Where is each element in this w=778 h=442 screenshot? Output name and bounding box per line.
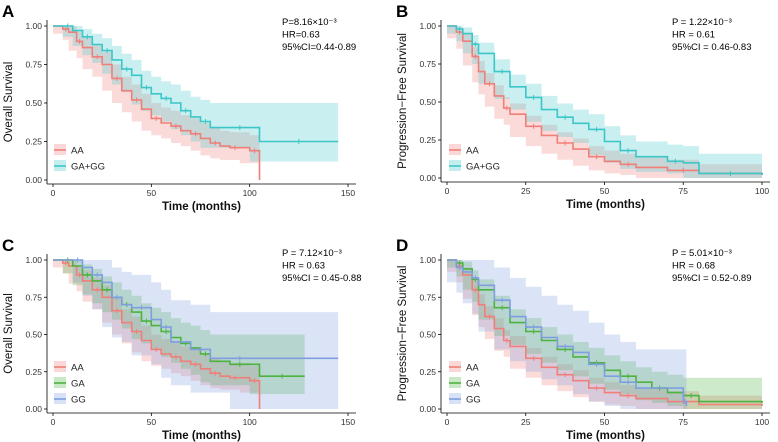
ci-band-ga-gg bbox=[53, 26, 339, 162]
x-tick-label: 50 bbox=[600, 417, 610, 427]
x-tick-label: 0 bbox=[445, 417, 450, 427]
y-tick-label: 0.25 bbox=[25, 137, 42, 147]
y-tick-label: 1.00 bbox=[25, 21, 42, 31]
x-tick-label: 100 bbox=[243, 188, 257, 198]
y-tick-label: 1.00 bbox=[419, 21, 436, 31]
y-tick-label: 0.00 bbox=[25, 175, 42, 185]
survival-line-aa bbox=[53, 259, 261, 409]
legend-label: AA bbox=[466, 146, 479, 157]
panel-a: A 0.00 0.25 0.50 0.75 1.00 0 50 100 150 Time (mont… bbox=[2, 2, 356, 213]
y-tick-label: 0.00 bbox=[419, 404, 436, 414]
ci-band-ga bbox=[447, 260, 762, 409]
x-tick-label: 25 bbox=[521, 186, 531, 196]
panel-label: B bbox=[396, 2, 408, 21]
y-axis-label: Overall Survival bbox=[3, 293, 15, 374]
stat-line: P = 1.22×10⁻³ bbox=[672, 17, 732, 28]
x-axis-label: Time (months) bbox=[162, 201, 241, 213]
panel-label: D bbox=[396, 236, 408, 255]
legend-label: AA bbox=[71, 146, 84, 157]
x-axis-label: Time (months) bbox=[566, 199, 645, 211]
legend-label: AA bbox=[466, 363, 479, 374]
ci-band-ga bbox=[53, 260, 305, 395]
stat-line: HR = 0.61 bbox=[672, 30, 715, 41]
panel-d: D 0.00 0.25 0.50 0.75 1.00 0 25 50 75 100 Time (mon… bbox=[396, 236, 770, 442]
y-tick-label: 0.50 bbox=[419, 330, 436, 340]
legend-label: GA+GG bbox=[71, 162, 105, 173]
x-tick-label: 75 bbox=[679, 417, 689, 427]
y-tick-label: 1.00 bbox=[25, 255, 42, 265]
x-axis-label: Time (months) bbox=[162, 430, 241, 442]
y-tick-label: 0.75 bbox=[25, 60, 42, 70]
x-tick-label: 0 bbox=[51, 417, 56, 427]
y-tick-label: 0.50 bbox=[25, 98, 42, 108]
survival-line-ga bbox=[53, 259, 305, 377]
panel-b: B 0.00 0.25 0.50 0.75 1.00 0 25 50 75 100 Time (mon… bbox=[396, 2, 770, 211]
survival-line-gg bbox=[447, 259, 688, 406]
x-tick-label: 50 bbox=[147, 417, 157, 427]
legend-label: AA bbox=[71, 363, 84, 374]
y-tick-label: 0.00 bbox=[25, 404, 42, 414]
panel-label: C bbox=[2, 236, 14, 255]
survival-line-aa bbox=[447, 25, 763, 175]
x-tick-label: 0 bbox=[51, 188, 56, 198]
legend-label: GG bbox=[71, 395, 86, 406]
y-axis-label: Overall Survival bbox=[3, 62, 15, 143]
survival-line-ga-gg bbox=[53, 25, 339, 143]
panel-label: A bbox=[2, 2, 14, 21]
x-tick-label: 100 bbox=[243, 417, 257, 427]
stat-line: 95%CI = 0.45-0.88 bbox=[282, 273, 361, 284]
x-tick-label: 75 bbox=[679, 186, 689, 196]
stat-line: HR = 0.63 bbox=[282, 261, 325, 272]
y-tick-label: 0.75 bbox=[419, 292, 436, 302]
x-tick-label: 150 bbox=[341, 188, 355, 198]
survival-line-ga-gg bbox=[447, 25, 763, 175]
survival-line-aa bbox=[53, 25, 261, 180]
stat-line: P = 7.12×10⁻³ bbox=[282, 248, 342, 259]
legend-label: GG bbox=[466, 395, 481, 406]
y-tick-label: 0.25 bbox=[419, 135, 436, 145]
x-tick-label: 100 bbox=[755, 186, 769, 196]
panel-c: C 0.00 0.25 0.50 0.75 1.00 0 50 100 150 Time (mont… bbox=[2, 236, 361, 442]
x-tick-label: 50 bbox=[600, 186, 610, 196]
y-tick-label: 0.50 bbox=[25, 330, 42, 340]
y-tick-label: 0.50 bbox=[419, 97, 436, 107]
stat-line: P=8.16×10⁻³ bbox=[282, 17, 337, 28]
survival-line-gg bbox=[53, 259, 339, 360]
x-tick-label: 0 bbox=[445, 186, 450, 196]
legend-label: GA bbox=[466, 379, 480, 390]
ci-band-aa bbox=[447, 260, 762, 409]
ci-band-ga-gg bbox=[447, 26, 762, 178]
ci-band-aa bbox=[447, 26, 762, 178]
ci-band-gg bbox=[447, 260, 687, 409]
x-tick-label: 25 bbox=[521, 417, 531, 427]
y-tick-label: 0.75 bbox=[25, 292, 42, 302]
x-tick-label: 100 bbox=[755, 417, 769, 427]
y-axis-label: Progression−Free Survival bbox=[397, 266, 409, 402]
survival-line-aa bbox=[447, 259, 763, 406]
x-tick-label: 150 bbox=[341, 417, 355, 427]
stat-line: 95%CI = 0.46-0.83 bbox=[672, 42, 751, 53]
stat-line: P = 5.01×10⁻³ bbox=[672, 248, 732, 259]
y-tick-label: 0.00 bbox=[419, 173, 436, 183]
stat-line: HR=0.63 bbox=[282, 30, 320, 41]
y-axis-label: Progression−Free Survival bbox=[397, 33, 409, 169]
stat-line: 95%CI = 0.52-0.89 bbox=[672, 273, 751, 284]
y-tick-label: 0.25 bbox=[419, 367, 436, 377]
stat-line: HR = 0.68 bbox=[672, 261, 715, 272]
y-tick-label: 0.75 bbox=[419, 59, 436, 69]
ci-band-gg bbox=[53, 260, 339, 409]
x-tick-label: 50 bbox=[147, 188, 157, 198]
x-axis-label: Time (months) bbox=[566, 430, 645, 442]
y-tick-label: 1.00 bbox=[419, 255, 436, 265]
legend-label: GA bbox=[71, 379, 85, 390]
y-tick-label: 0.25 bbox=[25, 367, 42, 377]
stat-line: 95%CI=0.44-0.89 bbox=[282, 42, 356, 53]
legend-label: GA+GG bbox=[466, 162, 500, 173]
